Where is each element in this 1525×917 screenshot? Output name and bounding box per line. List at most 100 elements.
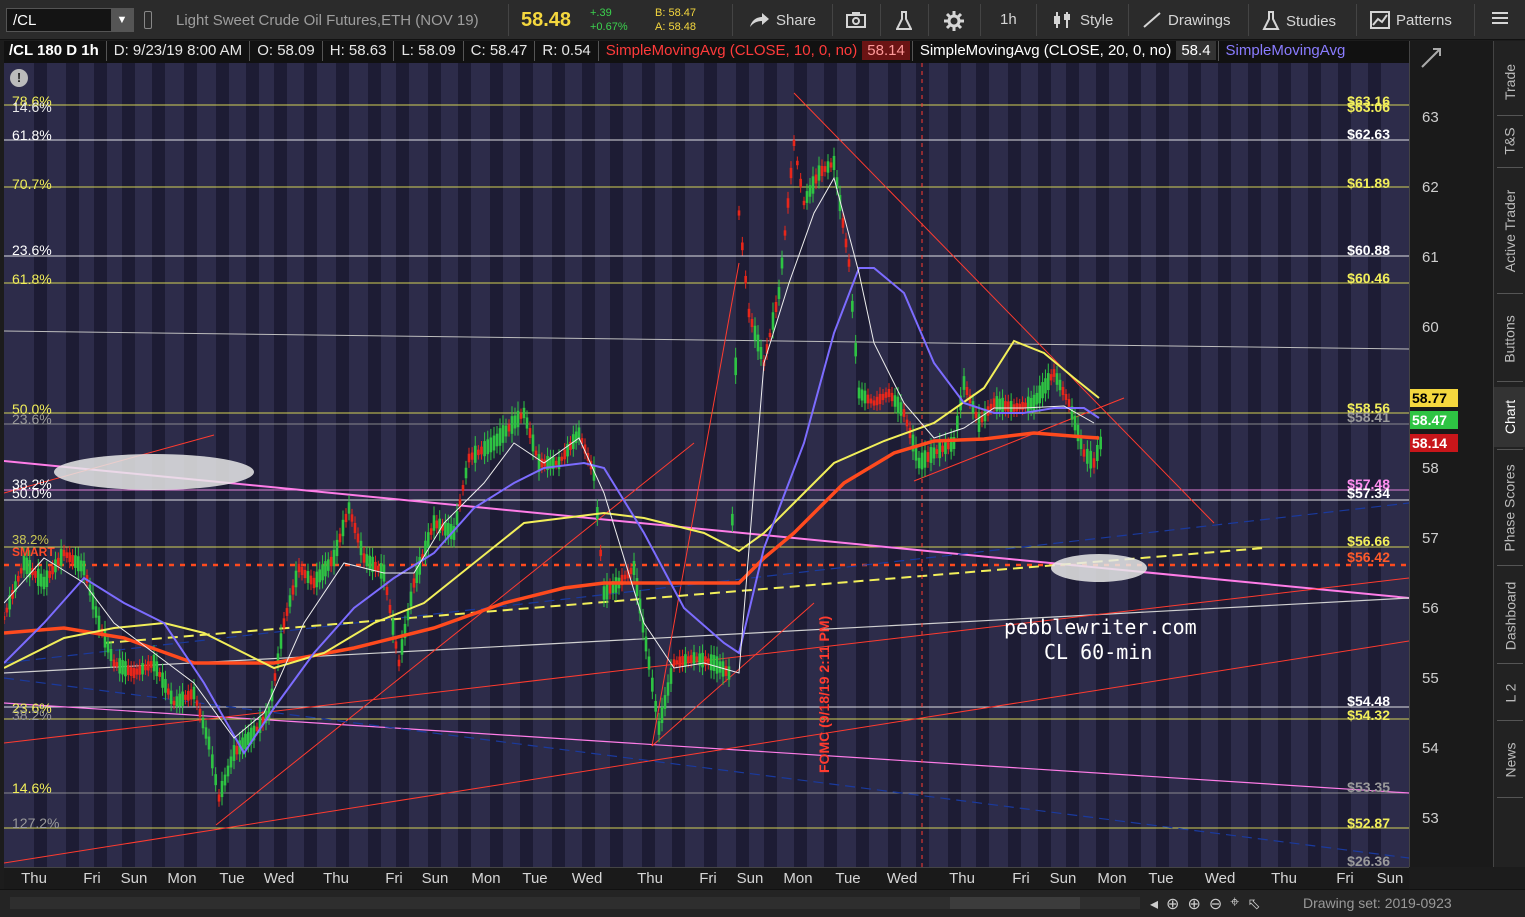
time-tick-label: Mon <box>167 870 197 887</box>
price-chart[interactable]: 78.6% 14.6% 61.8% 70.7% 23.6% 61.8% 50.0% 23.6%… <box>4 63 1409 867</box>
candle-body <box>686 656 690 663</box>
fib-right-label: $26.36 <box>1347 853 1390 867</box>
candle-body <box>1076 424 1080 442</box>
candle-body <box>1038 385 1042 404</box>
candle-body <box>777 287 781 299</box>
side-tab-label: T&S <box>1501 127 1518 155</box>
candle-body <box>195 700 199 706</box>
scroll-left-icon[interactable]: ◂ <box>1150 896 1159 913</box>
candle-body <box>1055 373 1059 385</box>
candle-body <box>522 407 526 419</box>
session-band <box>1278 63 1291 867</box>
candle-body <box>698 653 702 666</box>
side-tab-buttons[interactable]: Buttons <box>1494 299 1525 379</box>
candle-body <box>138 665 142 675</box>
studies-button[interactable]: Studies <box>1262 11 1336 31</box>
candle-body <box>28 559 32 578</box>
crosshair-icon[interactable]: ⌖ <box>1230 894 1240 911</box>
info-icon[interactable]: ! <box>10 69 28 87</box>
zoom-icon[interactable] <box>1418 45 1444 71</box>
zoom-in-icon[interactable]: ⊕ <box>1187 896 1201 913</box>
zoom-out-icon[interactable]: ⊖ <box>1208 896 1223 913</box>
candle-body <box>908 427 912 439</box>
hamburger-menu-icon <box>1492 12 1508 24</box>
candle-body <box>45 570 49 588</box>
share-button[interactable]: Share <box>748 11 816 29</box>
bar-high: H: 58.63 <box>329 42 387 59</box>
candle-body <box>528 428 532 438</box>
fib-right-label: $56.42 <box>1347 549 1390 565</box>
candle-body <box>734 357 737 376</box>
sma10-study-value: 58.14 <box>862 41 910 60</box>
scrollbar-thumb[interactable] <box>950 897 1080 909</box>
candle-body <box>324 561 327 577</box>
bar-close: C: 58.47 <box>470 42 528 59</box>
pink-lower-trendline <box>4 702 1409 794</box>
candle-body <box>54 559 57 573</box>
style-button[interactable]: Style <box>1052 11 1113 29</box>
candle-body <box>580 438 584 444</box>
side-tab-l-2[interactable]: L 2 <box>1494 668 1525 718</box>
settings-button[interactable] <box>944 11 964 31</box>
zoom-fit-icon[interactable]: ⊕ <box>1166 896 1180 913</box>
candle-body <box>938 442 942 459</box>
candle-body <box>563 449 567 460</box>
candle-body <box>1026 396 1030 413</box>
candle-body <box>273 673 277 681</box>
chart-symbol-label[interactable]: /CL 180 D 1h <box>9 42 99 59</box>
candle-body <box>464 467 468 479</box>
divider <box>1128 4 1129 36</box>
divider <box>1036 4 1037 36</box>
side-tab-t-s[interactable]: T&S <box>1494 117 1525 165</box>
fib-left-label: 78.6% <box>12 93 52 109</box>
candle-body <box>315 571 319 588</box>
time-tick-label: Fri <box>699 870 717 887</box>
side-tab-active-trader[interactable]: Active Trader <box>1494 171 1525 291</box>
timeframe-button[interactable]: 1h <box>1000 11 1017 28</box>
time-scrollbar[interactable] <box>10 897 1140 909</box>
link-icon[interactable] <box>144 11 152 29</box>
side-tab-news[interactable]: News <box>1494 725 1525 795</box>
flask-button[interactable] <box>896 11 912 31</box>
candle-body <box>359 540 363 556</box>
chevron-down-icon[interactable]: ▼ <box>111 9 133 31</box>
candle-body <box>135 668 139 675</box>
candle-body <box>872 400 876 406</box>
pan-icon[interactable]: ⬁ <box>1247 896 1261 913</box>
side-tab-trade[interactable]: Trade <box>1494 51 1525 113</box>
candle-body <box>905 419 909 427</box>
net-change: +.39 +0.67% <box>590 6 628 34</box>
session-band <box>824 63 837 867</box>
candle-body <box>282 618 286 628</box>
candle-body <box>141 662 144 675</box>
candle-body <box>844 238 848 248</box>
symbol-selector[interactable]: /CL ▼ <box>6 8 134 32</box>
candle-body <box>483 441 486 457</box>
fib-left-label: 14.6% <box>12 780 52 796</box>
divider <box>1497 565 1523 566</box>
sma10-study-label[interactable]: SimpleMovingAvg (CLOSE, 10, 0, no) <box>605 42 858 59</box>
candle-body <box>461 485 465 491</box>
side-tab-chart[interactable]: Chart <box>1494 387 1525 447</box>
candle-body <box>654 700 657 712</box>
side-tab-dashboard[interactable]: Dashboard <box>1494 571 1525 661</box>
candle-body <box>796 160 799 166</box>
symbol-input[interactable]: /CL <box>13 12 37 29</box>
sma-blue-study-label[interactable]: SimpleMovingAvg <box>1225 42 1346 59</box>
change-value: +.39 <box>590 7 612 19</box>
snapshot-button[interactable] <box>846 11 866 29</box>
candle-body <box>692 652 696 664</box>
sma20-study-label[interactable]: SimpleMovingAvg (CLOSE, 20, 0, no) <box>919 42 1172 59</box>
time-axis[interactable]: Thu Fri Sun Mon Tue Wed Thu Fri Sun Mon Tue Wed Thu F… <box>4 867 1409 889</box>
candle-body <box>823 166 827 172</box>
chart-canvas[interactable]: 78.6%14.6%61.8%70.7%23.6%61.8%50.0%23.6%… <box>4 63 1409 867</box>
drawings-button[interactable]: Drawings <box>1142 11 1231 29</box>
candle-body <box>226 765 230 777</box>
candle-body <box>721 661 725 677</box>
candle-body <box>220 780 224 798</box>
candle-body <box>175 696 179 707</box>
menu-button[interactable] <box>1492 11 1508 25</box>
patterns-button[interactable]: Patterns <box>1370 11 1452 29</box>
side-tab-phase-scores[interactable]: Phase Scores <box>1494 453 1525 563</box>
